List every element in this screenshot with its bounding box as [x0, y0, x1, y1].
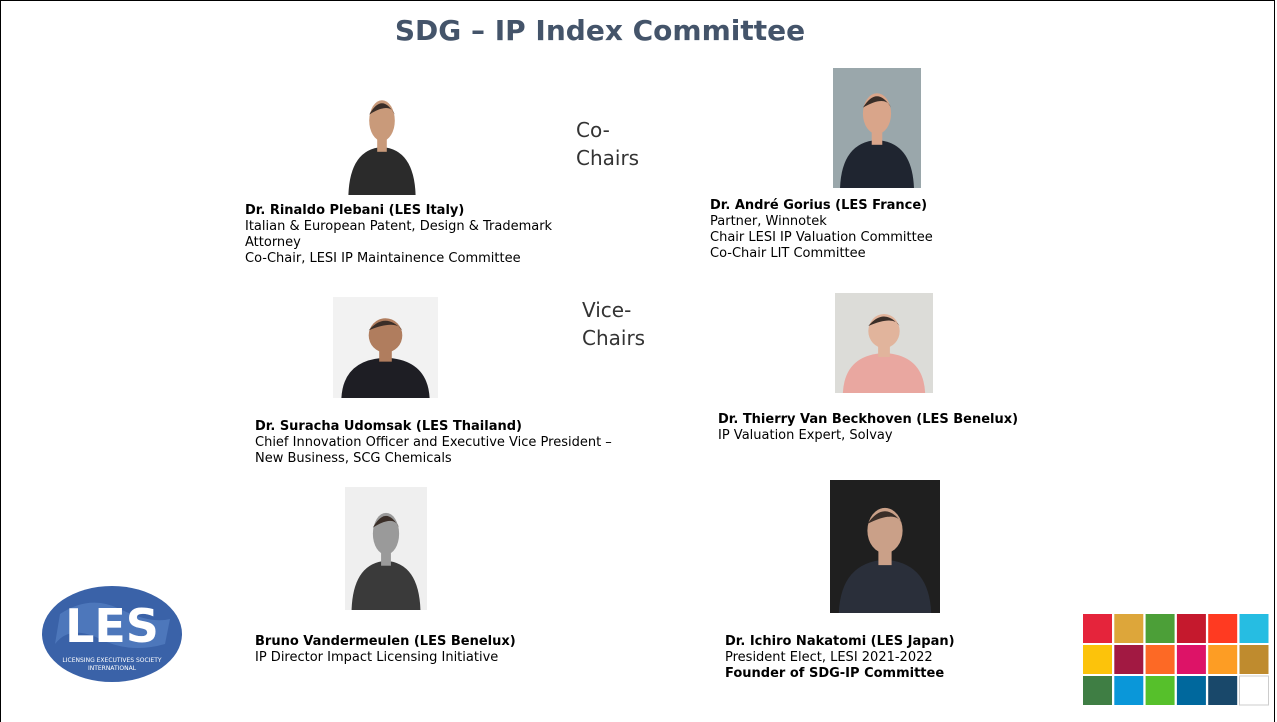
person-detail: President Elect, LESI 2021-2022 [725, 650, 1045, 666]
portrait [342, 75, 422, 195]
sdg-tile [1114, 614, 1143, 643]
logo-mark: LES [65, 599, 159, 653]
person-detail: Chief Innovation Officer and Executive V… [255, 435, 615, 467]
person-detail: IP Director Impact Licensing Initiative [255, 650, 575, 666]
person-info: Dr. André Gorius (LES France)Partner, Wi… [710, 198, 1010, 262]
person-info: Dr. Suracha Udomsak (LES Thailand)Chief … [255, 419, 615, 467]
sdg-tile [1114, 676, 1143, 705]
person-detail: IP Valuation Expert, Solvay [718, 428, 1098, 444]
person-info: Dr. Rinaldo Plebani (LES Italy) Italian … [245, 203, 585, 267]
logo-text: LICENSING EXECUTIVES SOCIETY [62, 657, 161, 664]
person-name: Bruno Vandermeulen (LES Benelux) [255, 634, 575, 650]
sdg-tile [1146, 614, 1175, 643]
sdg-tile [1240, 614, 1269, 643]
role-label: Vice-Chairs [582, 296, 652, 352]
sdg-tile [1240, 676, 1269, 705]
sdg-tile [1083, 645, 1112, 674]
person-detail: Chair LESI IP Valuation Committee [710, 230, 1010, 246]
person-note: Founder of SDG-IP Committee [725, 666, 1045, 682]
sdg-tile [1177, 645, 1206, 674]
person-name: Dr. André Gorius (LES France) [710, 198, 1010, 214]
sdg-tile [1177, 676, 1206, 705]
person-info: Dr. Thierry Van Beckhoven (LES Benelux)I… [718, 412, 1098, 444]
person-info: Dr. Ichiro Nakatomi (LES Japan)President… [725, 634, 1045, 682]
portrait [833, 68, 921, 188]
sdg-tile [1083, 614, 1112, 643]
person-detail: Co-Chair LIT Committee [710, 246, 1010, 262]
les-logo: LES LICENSING EXECUTIVES SOCIETY INTERNA… [40, 584, 188, 684]
slide: SDG – IP Index Committee Co-Chairs Vice-… [0, 0, 1277, 722]
person-detail: Italian & European Patent, Design & Trad… [245, 219, 585, 251]
person-name: Dr. Rinaldo Plebani (LES Italy) [245, 203, 585, 219]
portrait [835, 293, 933, 393]
sdg-tile [1208, 645, 1237, 674]
sdg-tile [1208, 614, 1237, 643]
person-info: Bruno Vandermeulen (LES Benelux)IP Direc… [255, 634, 575, 666]
person-name: Dr. Thierry Van Beckhoven (LES Benelux) [718, 412, 1098, 428]
role-label: Co-Chairs [576, 116, 646, 172]
person-detail: Co-Chair, LESI IP Maintainence Committee [245, 251, 585, 267]
sdg-tile [1083, 676, 1112, 705]
portrait [333, 297, 438, 398]
logo-text: INTERNATIONAL [88, 665, 137, 672]
sdg-tile [1240, 645, 1269, 674]
portrait [830, 480, 940, 613]
sdg-logo [1083, 614, 1271, 706]
portrait [345, 487, 427, 610]
person-name: Dr. Suracha Udomsak (LES Thailand) [255, 419, 615, 435]
sdg-tile [1208, 676, 1237, 705]
slide-title: SDG – IP Index Committee [300, 14, 900, 47]
sdg-tile [1177, 614, 1206, 643]
sdg-tile [1146, 676, 1175, 705]
sdg-tile [1146, 645, 1175, 674]
person-detail: Partner, Winnotek [710, 214, 1010, 230]
sdg-tile [1114, 645, 1143, 674]
person-name: Dr. Ichiro Nakatomi (LES Japan) [725, 634, 1045, 650]
